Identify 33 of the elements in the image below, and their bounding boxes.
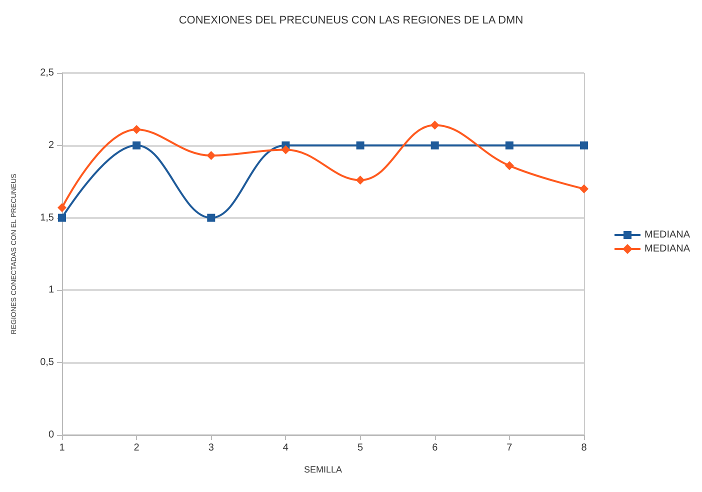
point <box>580 184 588 194</box>
y-tick-label: 0 <box>48 430 54 440</box>
point <box>356 176 365 185</box>
point <box>58 203 66 212</box>
x-axis-title: SEMILLA <box>304 464 342 474</box>
x-tick-label: 1 <box>59 442 66 454</box>
point <box>132 141 141 150</box>
point <box>504 161 514 170</box>
x-tick-label: 2 <box>134 442 140 454</box>
x-tick-label: 6 <box>432 442 438 454</box>
point <box>356 141 364 150</box>
x-tick-label: 4 <box>282 442 289 454</box>
y-tick-label: 2,5 <box>40 68 54 78</box>
point <box>58 214 66 222</box>
x-tick-label: 8 <box>581 442 588 454</box>
point <box>207 214 216 222</box>
point <box>132 124 142 134</box>
y-tick-label: 1,5 <box>40 212 54 224</box>
legend-label: MEDIANA <box>644 230 690 240</box>
point <box>206 151 216 160</box>
x-tick-label: 3 <box>208 442 214 454</box>
point <box>430 141 439 150</box>
x-tick-label: 7 <box>506 442 513 454</box>
y-tick-label: 1 <box>48 284 54 296</box>
point <box>281 145 290 154</box>
legend-label: MEDIANA <box>644 244 690 254</box>
point <box>505 141 514 150</box>
x-tick-label: 5 <box>358 442 364 454</box>
chart-title: CONEXIONES DEL PRECUNEUS CON LAS REGIONES DE LA DMN <box>178 14 524 26</box>
y-tick-label: 0,5 <box>40 357 54 368</box>
point <box>430 120 440 130</box>
y-tick-label: 2 <box>48 140 54 151</box>
point <box>580 141 588 150</box>
